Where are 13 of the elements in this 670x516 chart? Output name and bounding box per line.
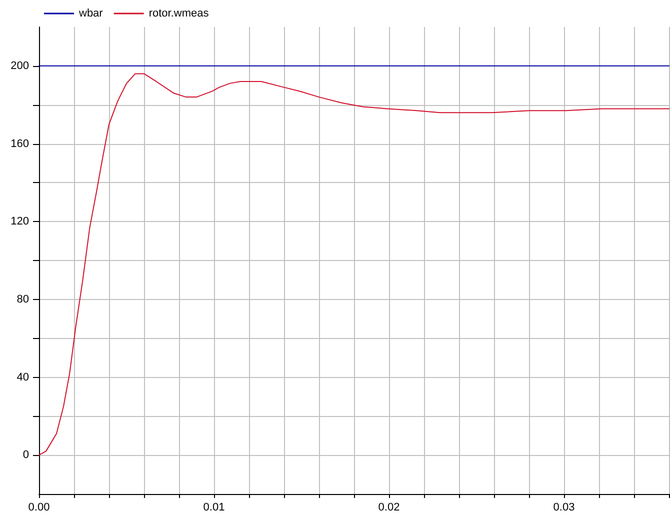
y-tick-label: 0 [22,449,29,462]
legend-label: wbar [78,8,104,20]
y-tick-label: 200 [10,60,29,72]
x-tick-label: 0.03 [553,502,575,514]
x-tick-label: 0.01 [203,502,225,514]
y-tick-label: 40 [16,371,29,384]
x-tick-label: 0.00 [28,502,50,514]
x-tick-label: 0.02 [378,502,400,514]
line-series [38,73,670,456]
legend-label: rotor.wmeas [148,8,210,20]
y-tick-label: 120 [10,216,29,228]
y-tick-label: 80 [16,293,29,306]
y-tick-label: 160 [10,138,29,150]
